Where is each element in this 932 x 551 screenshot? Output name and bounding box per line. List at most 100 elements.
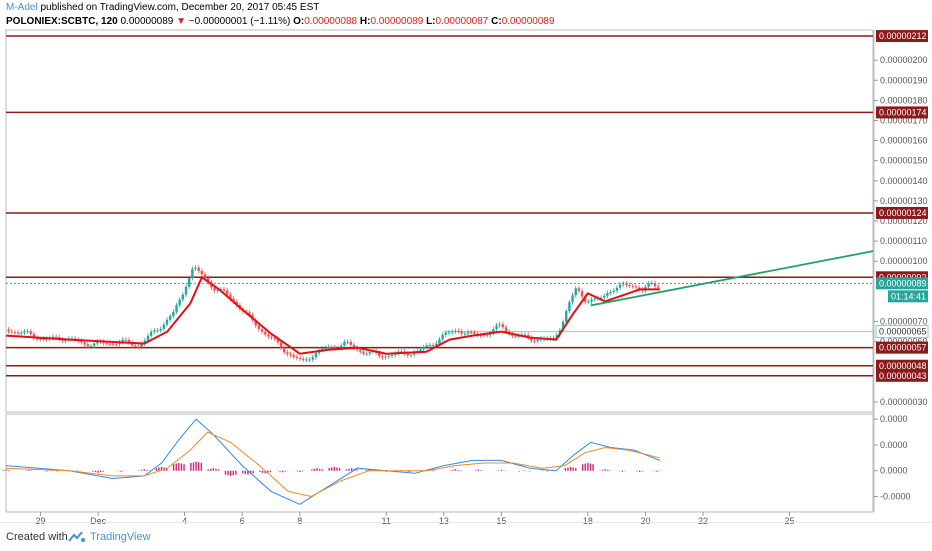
candle-body [419, 349, 422, 351]
macd-tick-label: -0.0000 [880, 492, 911, 502]
candle-body [577, 288, 581, 291]
candle-body [346, 341, 349, 343]
level-price-tag-label: 0.00000043 [879, 371, 927, 381]
candle-body [89, 346, 93, 348]
candle-body [86, 344, 90, 347]
candle-body [226, 290, 229, 295]
level-price-tag [876, 206, 928, 219]
created-with-text: Created with [6, 531, 68, 543]
candle-body [324, 348, 327, 350]
candle-body [51, 336, 55, 338]
time-tick-label: 22 [698, 516, 708, 526]
candle-body [270, 336, 273, 338]
candle-body [431, 345, 435, 347]
candle-body [16, 332, 20, 334]
candle-body [314, 353, 318, 358]
candle-body [609, 291, 612, 294]
candle-body [130, 342, 134, 346]
level-price-tag [876, 369, 928, 382]
candle-body [457, 330, 460, 332]
candle-body [479, 335, 482, 337]
candle-body [273, 337, 276, 339]
candle-body [289, 354, 292, 356]
level-price-tag [876, 359, 928, 372]
level-price-tag [876, 106, 928, 119]
countdown-label: 01:14:41 [891, 291, 926, 301]
candle-body [10, 331, 13, 333]
candle-body [172, 311, 175, 316]
candle-body [330, 347, 333, 349]
tradingview-brand[interactable]: TradingView [90, 531, 151, 543]
candle-body [378, 352, 381, 357]
candle-body [536, 339, 539, 342]
candle-body [153, 330, 156, 332]
chart-header: M-Adel published on TradingView.com, Dec… [0, 0, 932, 30]
level-price-tag-label: 0.00000057 [879, 343, 927, 353]
down-arrow-icon: ▼ [176, 16, 187, 27]
candle-body [39, 338, 42, 340]
candle-body [7, 329, 10, 332]
candle-body [115, 344, 118, 346]
candle-body [260, 329, 264, 332]
candle-body [422, 347, 425, 350]
candle-body [561, 321, 565, 331]
candle-body [612, 290, 615, 292]
candle-body [194, 267, 197, 269]
candle-body [279, 342, 283, 348]
candle-body [64, 340, 67, 342]
price-tick-label: 0.00000150 [880, 156, 928, 166]
candle-body [387, 355, 391, 357]
candle-body [381, 356, 384, 358]
low-value: 0.00000087 [435, 16, 489, 27]
price-tick-label: 0.00000110 [880, 236, 927, 246]
candle-body [435, 343, 438, 346]
candle-body [257, 325, 261, 330]
price-tick-label: 0.00000070 [880, 317, 928, 327]
candle-body [29, 331, 32, 334]
candle-body [533, 340, 536, 342]
last-price-tag [876, 277, 928, 290]
author-link[interactable]: M-Adel [6, 2, 38, 13]
candle-body [647, 283, 650, 287]
symbol-label[interactable]: POLONIEX:SCBTC, 120 [6, 16, 118, 27]
candle-body [111, 343, 115, 345]
candle-body [517, 335, 520, 337]
price-tick-label: 0.00000120 [880, 216, 928, 226]
candle-body [384, 356, 387, 358]
candle-body [530, 337, 533, 341]
candle-body [200, 270, 204, 275]
candle-body [83, 342, 86, 345]
candle-body [495, 325, 498, 330]
candle-body [197, 267, 200, 271]
tradingview-logo-icon[interactable] [68, 531, 86, 543]
candle-body [219, 289, 223, 291]
candle-body [140, 343, 143, 347]
close-label: C: [491, 16, 502, 27]
candle-body [134, 345, 137, 347]
candle-body [406, 353, 410, 356]
candle-body [13, 332, 17, 334]
moving-average-line [5, 275, 660, 355]
candle-body [298, 358, 302, 360]
macd-tick-label: 0.0000 [880, 414, 908, 424]
price-tick-label: 0.00000190 [880, 75, 928, 85]
candle-body [606, 293, 609, 296]
candle-body [216, 289, 219, 291]
time-tick-label: 18 [583, 516, 593, 526]
candle-body [20, 332, 23, 334]
level-price-tag-label: 0.00000092 [879, 272, 927, 282]
level-price-tag-label: 0.00000174 [879, 107, 927, 117]
last-price-tag-label: 0.00000089 [879, 278, 927, 288]
time-tick-label: 6 [240, 516, 245, 526]
candle-body [45, 338, 48, 340]
candle-body [485, 335, 489, 337]
time-tick-label: Dec [90, 516, 107, 526]
time-tick-label: 13 [439, 516, 449, 526]
candle-body [327, 347, 330, 349]
candle-body [390, 354, 394, 356]
trend-line [590, 250, 874, 307]
candle-body [311, 357, 314, 360]
candle-body [625, 283, 628, 285]
price-tick-label: 0.00000170 [880, 115, 928, 125]
candle-body [178, 299, 181, 306]
